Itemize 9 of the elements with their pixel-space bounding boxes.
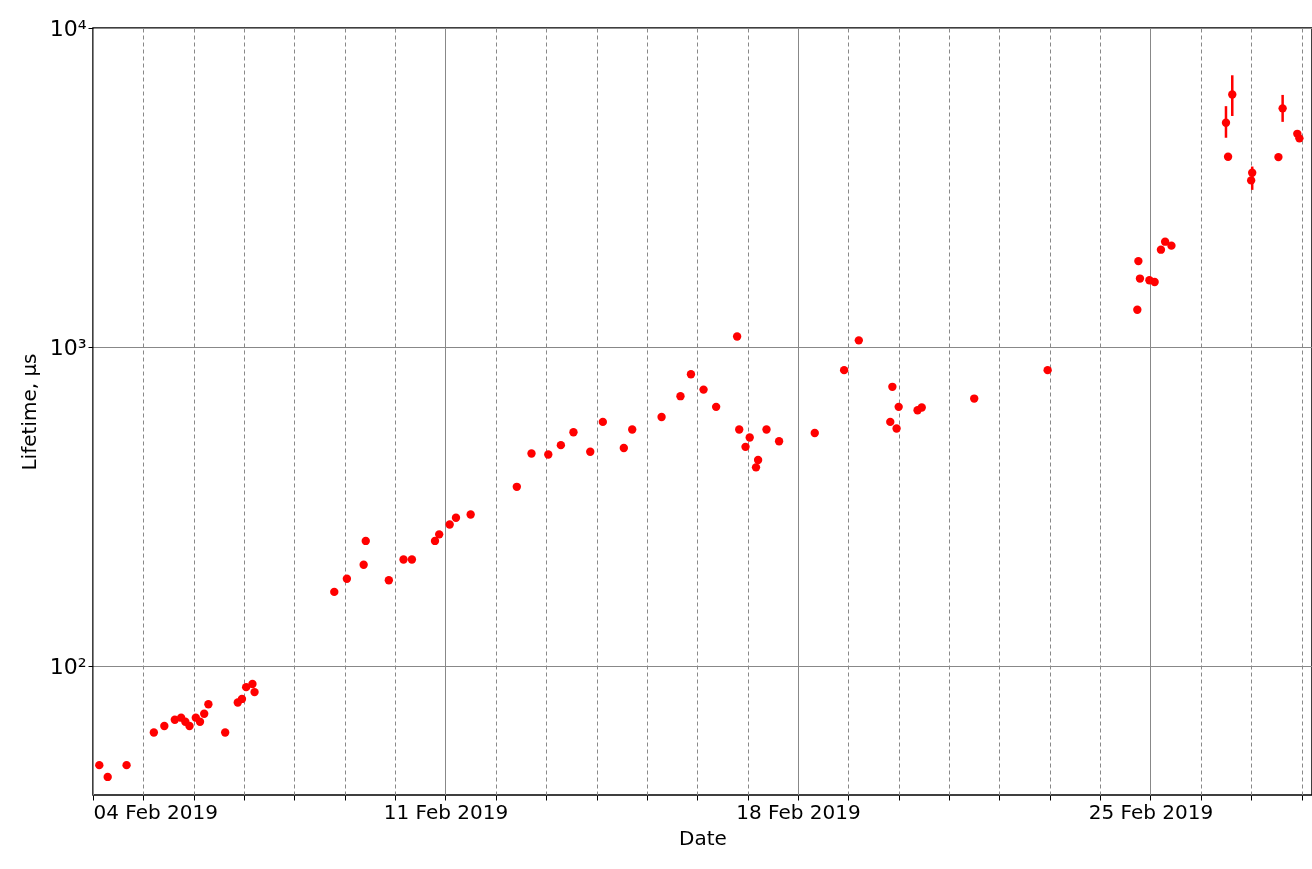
x-tick-label: 18 Feb 2019	[736, 799, 861, 824]
y-tick-label: 10⁴	[49, 15, 87, 41]
y-tick-label: 10³	[49, 334, 87, 360]
x-tick-label: 04 Feb 2019	[93, 799, 218, 824]
y-tick-label: 10²	[49, 653, 87, 679]
y-axis-title: Lifetime, μs	[16, 353, 41, 471]
x-axis-title: Date	[679, 825, 727, 850]
x-tick-label: 25 Feb 2019	[1088, 799, 1214, 824]
x-tick-label: 11 Feb 2019	[383, 799, 509, 824]
